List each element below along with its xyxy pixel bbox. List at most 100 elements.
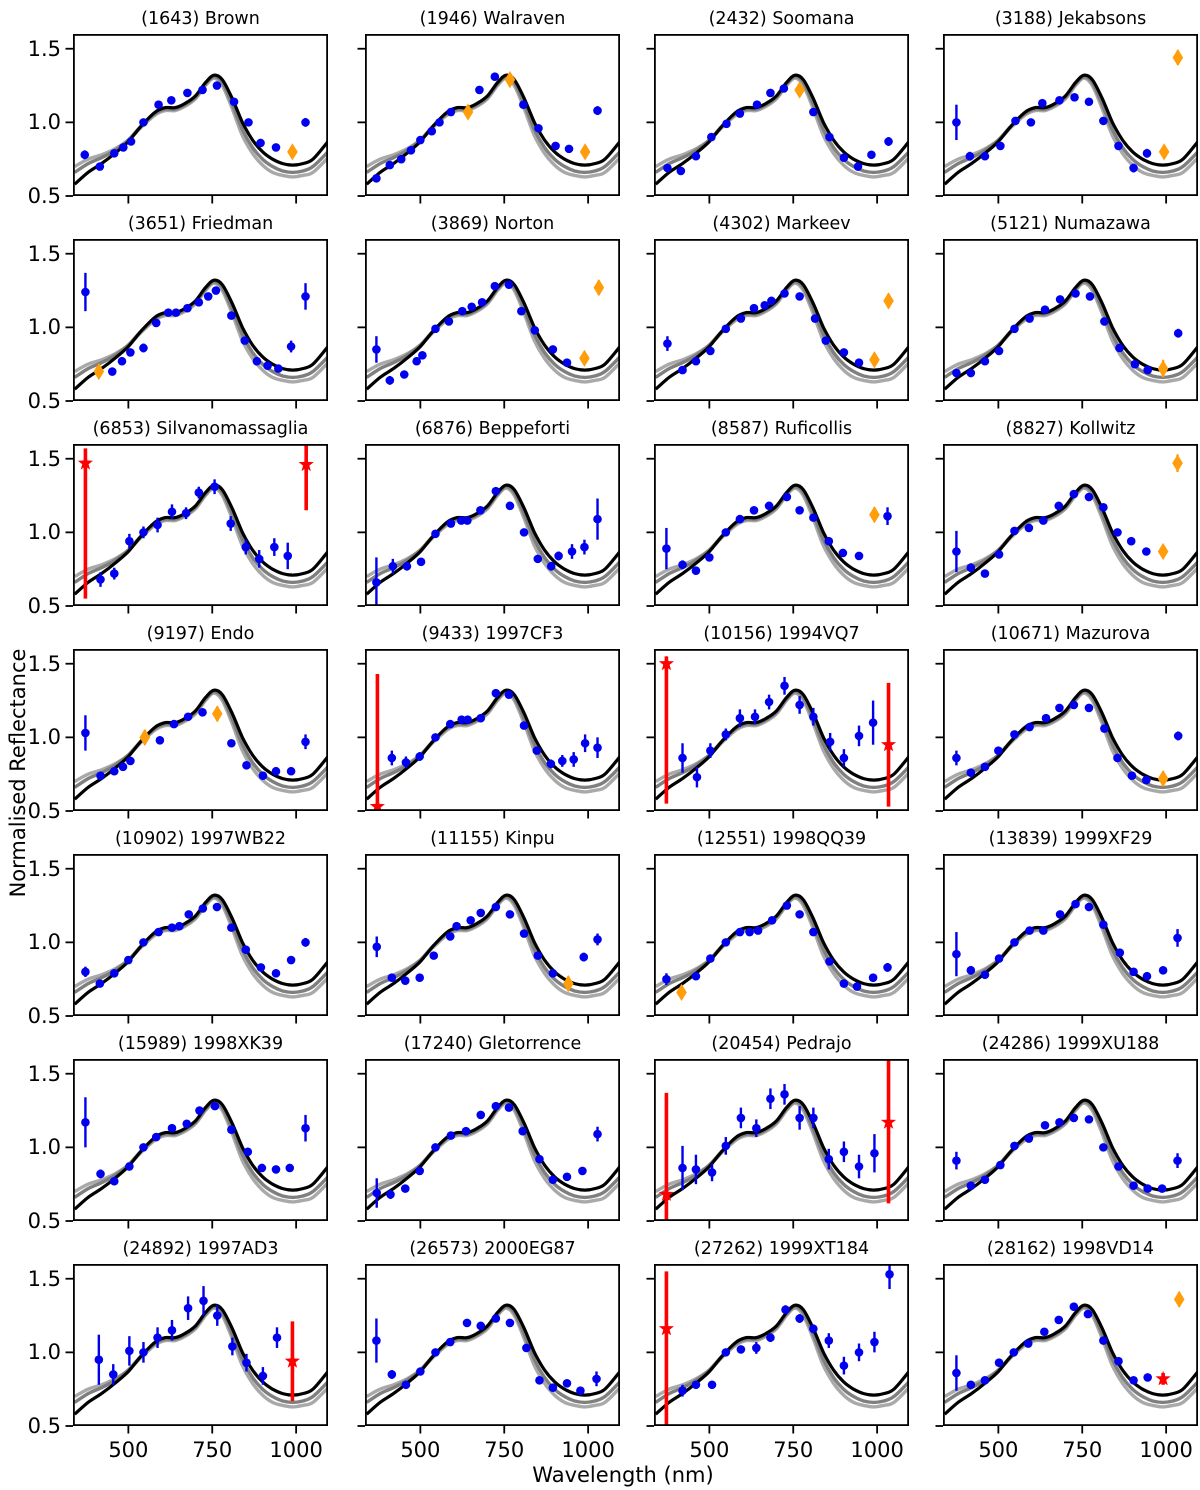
data-point xyxy=(490,72,500,82)
data-point xyxy=(372,1188,382,1198)
data-point xyxy=(1010,324,1019,334)
literature-diamond-marker xyxy=(1158,143,1170,161)
data-point xyxy=(810,314,820,323)
data-point xyxy=(839,153,849,163)
data-point xyxy=(167,1123,177,1133)
data-point xyxy=(966,1380,976,1390)
data-point xyxy=(952,949,961,959)
x-tick-label: 500 xyxy=(400,1438,441,1462)
data-point xyxy=(1040,1327,1049,1337)
data-point xyxy=(519,929,529,938)
data-point xyxy=(210,482,219,492)
axes-spine xyxy=(942,1058,1198,1221)
data-point xyxy=(462,1318,472,1328)
y-tick-label: 1.0 xyxy=(27,725,61,750)
data-point xyxy=(1026,118,1036,127)
data-point xyxy=(463,715,472,724)
data-point xyxy=(579,952,589,962)
panel-title: (27262) 1999XT184 xyxy=(693,1239,870,1259)
data-point xyxy=(271,766,281,776)
data-point xyxy=(706,954,715,963)
data-point xyxy=(868,718,878,727)
data-point xyxy=(678,560,687,570)
panel-title: (2432) Soomana xyxy=(708,9,855,29)
spectrum-plot xyxy=(935,33,1198,204)
template-curve-black xyxy=(654,483,909,596)
data-point xyxy=(1010,938,1019,947)
template-curve-gray-dark xyxy=(365,1099,620,1200)
data-point xyxy=(257,1163,267,1173)
spectrum-panel xyxy=(65,33,328,204)
data-point xyxy=(445,719,455,729)
data-point xyxy=(387,1370,397,1379)
axes-spine xyxy=(942,33,1198,196)
template-curve-black xyxy=(654,688,909,801)
data-point xyxy=(252,356,262,366)
panel-title: (10671) Mazurova xyxy=(990,624,1151,644)
flagged-star-marker xyxy=(658,655,674,671)
data-point xyxy=(372,578,381,587)
data-point xyxy=(735,927,745,937)
data-point xyxy=(867,150,876,160)
data-point xyxy=(139,528,148,537)
data-point xyxy=(1084,97,1094,107)
data-point xyxy=(1054,1315,1064,1325)
template-curve-gray-light xyxy=(73,691,328,794)
data-point xyxy=(119,143,128,152)
template-curve-gray-light xyxy=(654,281,909,384)
data-point xyxy=(153,1333,162,1342)
data-point xyxy=(593,514,602,524)
data-point xyxy=(1041,713,1051,723)
data-point xyxy=(854,551,864,561)
data-point xyxy=(301,118,310,127)
data-point xyxy=(263,361,272,370)
spectrum-panel xyxy=(935,33,1198,204)
template-curve-gray-light xyxy=(73,1101,328,1204)
data-point xyxy=(240,336,250,345)
panel-title: (20454) Pedrajo xyxy=(711,1034,852,1054)
literature-diamond-marker xyxy=(579,143,591,161)
literature-diamond-marker xyxy=(869,506,880,524)
y-tick-label: 0.5 xyxy=(27,1209,61,1233)
data-point xyxy=(593,1129,602,1139)
data-point xyxy=(256,963,266,972)
data-point xyxy=(198,904,208,913)
data-point xyxy=(1157,1184,1167,1193)
data-point xyxy=(461,1126,471,1136)
data-point xyxy=(286,342,296,351)
y-tick-label: 1.0 xyxy=(27,1340,61,1365)
spectrum-panel xyxy=(646,238,909,409)
data-point xyxy=(1100,724,1109,733)
data-point xyxy=(546,759,556,769)
spectrum-panel xyxy=(935,648,1198,819)
spectrum-panel xyxy=(357,1058,620,1229)
data-point xyxy=(212,1311,222,1320)
template-curve-black xyxy=(73,483,328,596)
spectrum-panel xyxy=(357,648,620,819)
template-curve-gray-light xyxy=(365,281,620,384)
data-point xyxy=(167,95,176,105)
data-point xyxy=(476,1110,486,1120)
data-point xyxy=(96,575,105,584)
data-point xyxy=(153,520,162,530)
data-point xyxy=(124,955,133,965)
data-point xyxy=(212,902,222,912)
axes-spine xyxy=(942,1263,1198,1426)
x-tick-label: 750 xyxy=(773,1438,814,1462)
data-point xyxy=(519,100,528,109)
spectrum-plot xyxy=(646,238,909,409)
template-curve-gray-light xyxy=(654,1306,909,1409)
data-point xyxy=(1100,317,1109,326)
data-point xyxy=(402,561,412,571)
data-point xyxy=(883,511,892,521)
data-point xyxy=(854,731,864,741)
data-point xyxy=(1039,926,1048,935)
x-tick-label: 750 xyxy=(484,1438,525,1462)
data-point xyxy=(676,166,686,176)
data-point xyxy=(198,85,207,95)
data-point xyxy=(752,1343,761,1353)
data-point xyxy=(721,938,731,947)
data-point xyxy=(416,557,426,567)
data-point xyxy=(994,346,1004,356)
data-point xyxy=(1011,116,1020,126)
